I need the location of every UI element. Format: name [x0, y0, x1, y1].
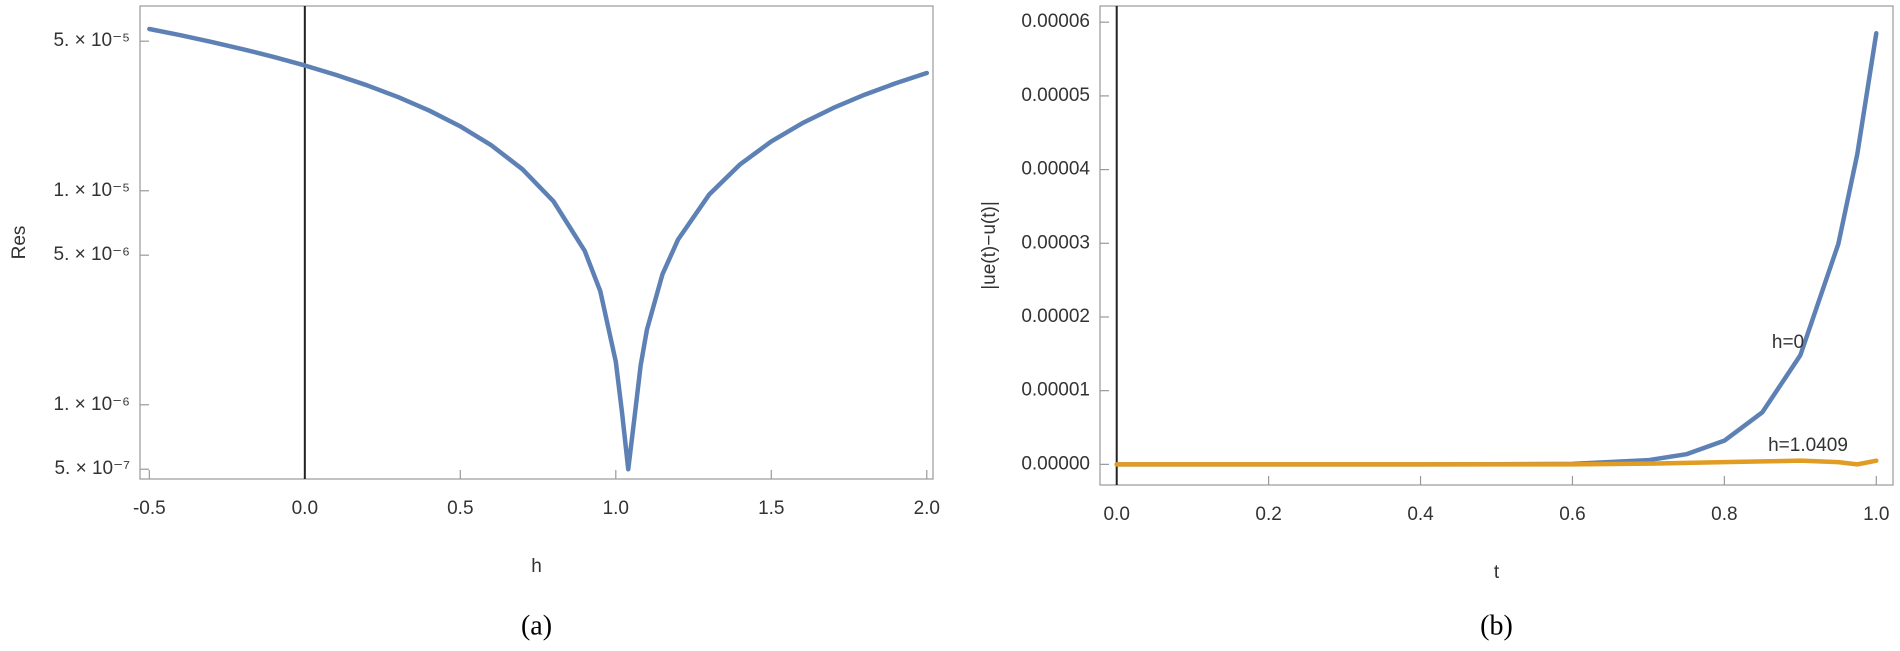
line-series [1114, 458, 1879, 467]
x-tick-label: 0.8 [1711, 504, 1737, 525]
x-axis-label: h [531, 556, 542, 577]
x-tick-label: 0.5 [447, 498, 473, 519]
y-tick-label: 0.00005 [1021, 85, 1090, 106]
x-tick-label: 1.0 [1863, 504, 1889, 525]
y-tick-label: 0.00006 [1021, 11, 1090, 32]
series-label: h=1.0409 [1768, 435, 1848, 456]
y-tick-label: 0.00003 [1021, 232, 1090, 253]
y-tick-label: 0.00001 [1021, 380, 1090, 401]
caption: (a) [521, 610, 552, 641]
x-tick-label: 0.0 [292, 498, 318, 519]
plot-frame [1099, 5, 1894, 486]
y-tick-label: 1. × 10⁻⁶ [54, 394, 130, 415]
y-tick-label: 0.00004 [1021, 159, 1090, 180]
x-tick-label: 0.2 [1255, 504, 1281, 525]
caption: (b) [1480, 610, 1513, 641]
line-series [147, 26, 930, 472]
x-tick-label: -0.5 [133, 498, 166, 519]
x-tick-label: 1.5 [758, 498, 784, 519]
y-tick-label: 5. × 10⁻⁵ [53, 30, 130, 51]
y-tick-label: 0.00002 [1021, 306, 1090, 327]
x-tick-label: 0.4 [1407, 504, 1434, 525]
y-tick-label: 1. × 10⁻⁵ [53, 180, 130, 201]
y-tick-label: 5. × 10⁻⁶ [54, 244, 130, 265]
x-tick-label: 0.0 [1103, 504, 1129, 525]
y-tick-label: 5. × 10⁻⁷ [54, 458, 130, 479]
x-tick-label: 0.6 [1559, 504, 1585, 525]
plot-frame [139, 5, 934, 480]
y-axis-label: Res [9, 226, 30, 260]
y-axis-label: |ue(t)−u(t)| [979, 201, 1000, 290]
line-series [1114, 31, 1879, 467]
series-label: h=0 [1772, 332, 1804, 353]
y-tick-label: 0.00000 [1021, 453, 1090, 474]
x-axis-label: t [1494, 562, 1500, 583]
x-tick-label: 1.0 [603, 498, 629, 519]
x-tick-label: 2.0 [914, 498, 940, 519]
